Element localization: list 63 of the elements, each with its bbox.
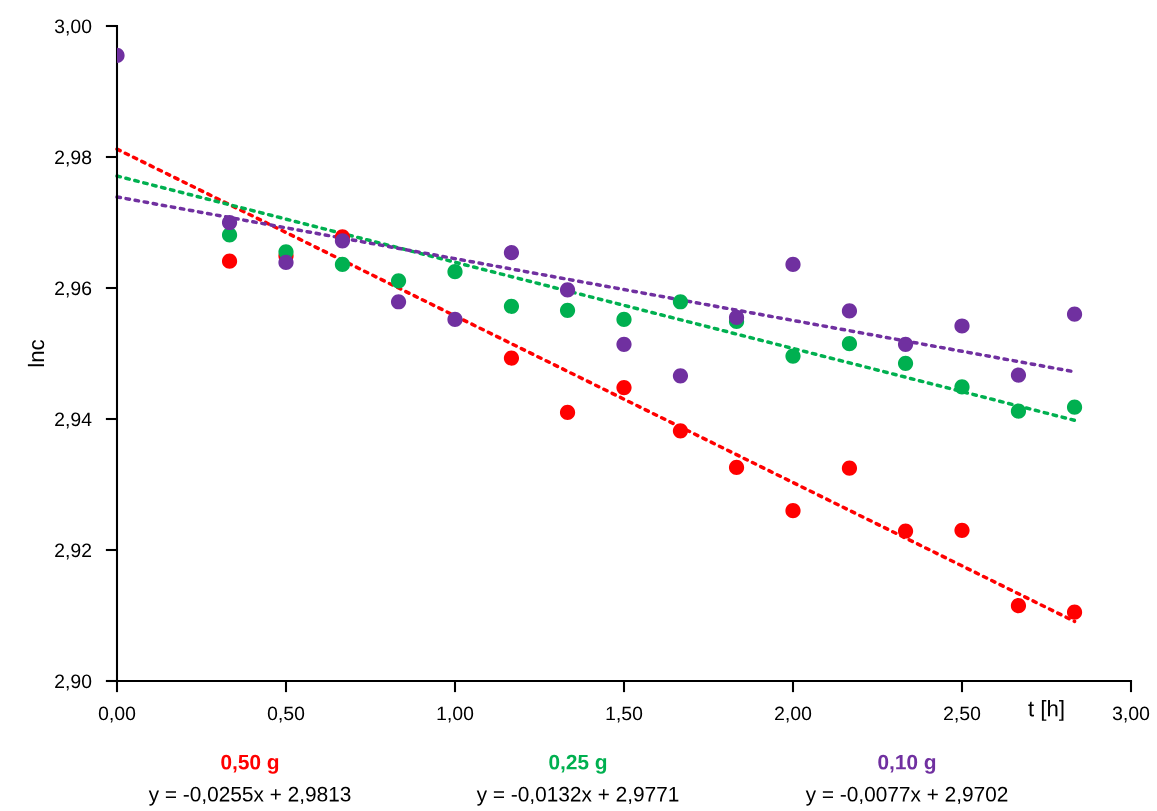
- y-tick-label: 2,94: [55, 412, 92, 429]
- point: [785, 348, 801, 364]
- x-axis-title: t [h]: [1028, 700, 1064, 721]
- point: [278, 254, 294, 271]
- point: [897, 355, 914, 371]
- x-tick-label: 2,50: [944, 706, 981, 723]
- point: [672, 368, 689, 384]
- point: [390, 294, 407, 310]
- point: [559, 282, 576, 298]
- y-tick-label: 2,98: [55, 150, 92, 167]
- point: [221, 214, 238, 231]
- point: [503, 298, 520, 314]
- point: [785, 256, 801, 273]
- point: [728, 459, 745, 476]
- x-tick-label: 0,00: [98, 706, 136, 723]
- point: [447, 264, 463, 280]
- x-tick-label: 3,00: [1112, 706, 1150, 723]
- text: y = -0,0077x + 2,9702: [805, 786, 1008, 806]
- point: [897, 523, 914, 539]
- point: [728, 309, 745, 326]
- point: [1010, 598, 1027, 614]
- point: [503, 350, 520, 366]
- point: [954, 379, 970, 395]
- y-axis-title: lnc: [27, 339, 45, 367]
- point: [785, 503, 801, 519]
- y-tick-label: 2,90: [55, 674, 92, 691]
- text: 0,25 g: [549, 754, 607, 774]
- point: [221, 227, 238, 243]
- point: [616, 336, 632, 352]
- point: [841, 336, 858, 352]
- x-tick-label: 2,00: [775, 706, 812, 723]
- point: [1010, 403, 1027, 419]
- y-tick-label: 2,96: [55, 281, 92, 298]
- text: 0,10 g: [878, 754, 936, 774]
- point: [897, 336, 914, 352]
- y-tick-label: 2,92: [55, 543, 92, 560]
- point: [334, 233, 351, 249]
- y-tick-label: 3,00: [54, 19, 92, 36]
- x-tick-label: 1,00: [437, 706, 474, 723]
- point: [1010, 367, 1027, 383]
- text: y = -0,0255x + 2,9813: [148, 786, 351, 806]
- text: 0,50 g: [221, 754, 279, 774]
- point: [503, 245, 520, 261]
- point: [841, 460, 858, 476]
- text: y = -0,0132x + 2,9771: [476, 786, 679, 806]
- point: [390, 273, 407, 289]
- point: [1066, 604, 1083, 620]
- point: [616, 311, 632, 328]
- point: [334, 256, 351, 273]
- point: [841, 303, 858, 319]
- point: [221, 253, 238, 269]
- point: [672, 294, 689, 310]
- point: [954, 318, 970, 334]
- point: [1066, 306, 1083, 322]
- point: [559, 404, 576, 421]
- point: [559, 302, 576, 318]
- point: [672, 423, 689, 439]
- x-tick-label: 1,50: [606, 706, 643, 723]
- point: [954, 522, 970, 538]
- point: [447, 311, 463, 328]
- point: [1066, 399, 1083, 415]
- point: [616, 379, 632, 396]
- x-tick-label: 0,50: [267, 706, 305, 723]
